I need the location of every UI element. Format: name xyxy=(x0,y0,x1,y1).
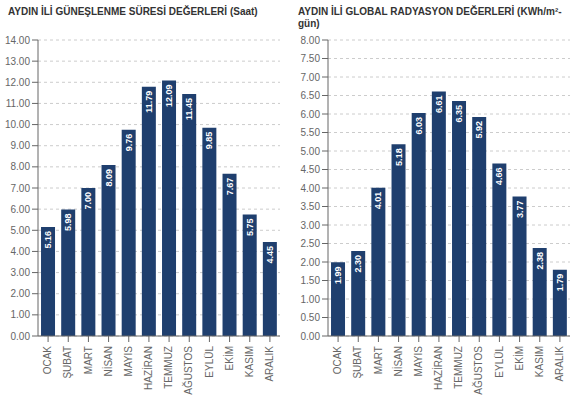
svg-text:6.00: 6.00 xyxy=(11,204,31,215)
svg-text:9.76: 9.76 xyxy=(124,134,134,152)
svg-text:5.00: 5.00 xyxy=(301,146,321,157)
svg-text:5.75: 5.75 xyxy=(245,218,255,236)
svg-text:AĞUSTOS: AĞUSTOS xyxy=(472,346,484,395)
svg-text:OCAK: OCAK xyxy=(42,346,53,375)
svg-text:TEMMUZ: TEMMUZ xyxy=(163,346,174,389)
svg-text:EKİM: EKİM xyxy=(223,346,235,370)
svg-text:4.01: 4.01 xyxy=(373,192,383,210)
svg-text:1.00: 1.00 xyxy=(11,309,31,320)
svg-text:3.50: 3.50 xyxy=(301,201,321,212)
svg-text:8.00: 8.00 xyxy=(11,161,31,172)
svg-text:4.45: 4.45 xyxy=(265,246,275,264)
svg-text:ŞUBAT: ŞUBAT xyxy=(352,346,363,379)
svg-text:4.50: 4.50 xyxy=(301,164,321,175)
svg-text:6.50: 6.50 xyxy=(301,90,321,101)
svg-text:2.30: 2.30 xyxy=(353,255,363,273)
svg-text:11.00: 11.00 xyxy=(8,98,30,109)
svg-text:1.99: 1.99 xyxy=(333,266,343,284)
svg-text:ARALIK: ARALIK xyxy=(264,346,275,382)
svg-text:1.50: 1.50 xyxy=(301,275,321,286)
svg-text:14.00: 14.00 xyxy=(8,35,30,46)
svg-text:2.00: 2.00 xyxy=(301,257,321,268)
svg-text:4.00: 4.00 xyxy=(301,183,321,194)
svg-text:HAZİRAN: HAZİRAN xyxy=(432,346,444,390)
svg-text:EYLÜL: EYLÜL xyxy=(494,346,505,378)
svg-text:2.50: 2.50 xyxy=(301,238,321,249)
svg-text:6.00: 6.00 xyxy=(301,109,321,120)
svg-text:8.00: 8.00 xyxy=(301,35,321,46)
svg-text:5.92: 5.92 xyxy=(474,121,484,139)
svg-text:3.00: 3.00 xyxy=(301,220,321,231)
svg-text:KASIM: KASIM xyxy=(244,346,255,377)
svg-text:2.00: 2.00 xyxy=(11,288,31,299)
svg-text:MART: MART xyxy=(373,346,384,374)
svg-text:2.38: 2.38 xyxy=(535,252,545,270)
svg-text:NİSAN: NİSAN xyxy=(392,346,404,377)
svg-text:HAZİRAN: HAZİRAN xyxy=(142,346,154,390)
svg-text:EKİM: EKİM xyxy=(513,346,525,370)
svg-text:OCAK: OCAK xyxy=(332,346,343,375)
svg-text:7.00: 7.00 xyxy=(301,72,321,83)
svg-text:9.85: 9.85 xyxy=(204,132,214,150)
html-text:AYDIN İLİ GLOBAL RADYASYON DEĞ: AYDIN İLİ GLOBAL RADYASYON DEĞERLERİ (KW… xyxy=(298,6,562,29)
svg-text:5.18: 5.18 xyxy=(394,148,404,166)
svg-text:6.03: 6.03 xyxy=(414,117,424,135)
svg-text:7.00: 7.00 xyxy=(11,183,31,194)
svg-text:8.09: 8.09 xyxy=(104,169,114,187)
svg-text:MAYIS: MAYIS xyxy=(123,346,134,377)
svg-text:MAYIS: MAYIS xyxy=(413,346,424,377)
svg-text:0.50: 0.50 xyxy=(301,312,321,323)
svg-text:EYLÜL: EYLÜL xyxy=(204,346,215,378)
svg-text:MART: MART xyxy=(83,346,94,374)
svg-text:NİSAN: NİSAN xyxy=(102,346,114,377)
svg-text:5.50: 5.50 xyxy=(301,127,321,138)
svg-text:12.09: 12.09 xyxy=(164,84,174,107)
svg-text:7.00: 7.00 xyxy=(83,192,93,210)
svg-text:5.00: 5.00 xyxy=(11,225,31,236)
svg-text:12.00: 12.00 xyxy=(8,77,30,88)
svg-text:0.00: 0.00 xyxy=(301,331,321,342)
html-text:AYDIN İLİ GÜNEŞLENME SÜRESİ DE: AYDIN İLİ GÜNEŞLENME SÜRESİ DEĞERLERİ (S… xyxy=(8,6,258,17)
svg-text:4.66: 4.66 xyxy=(494,168,504,186)
svg-text:KASIM: KASIM xyxy=(534,346,545,377)
svg-text:7.67: 7.67 xyxy=(225,178,235,196)
svg-text:TEMMUZ: TEMMUZ xyxy=(453,346,464,389)
svg-text:7.50: 7.50 xyxy=(301,53,321,64)
svg-text:AĞUSTOS: AĞUSTOS xyxy=(182,346,194,395)
svg-text:5.98: 5.98 xyxy=(63,214,73,232)
svg-text:3.00: 3.00 xyxy=(11,267,31,278)
svg-text:4.00: 4.00 xyxy=(11,246,31,257)
svg-text:1.00: 1.00 xyxy=(301,294,321,305)
svg-text:6.35: 6.35 xyxy=(454,105,464,123)
svg-text:3.77: 3.77 xyxy=(515,201,525,219)
svg-text:5.16: 5.16 xyxy=(43,231,53,249)
svg-text:11.45: 11.45 xyxy=(184,98,194,120)
svg-text:9.00: 9.00 xyxy=(11,140,31,151)
svg-text:13.00: 13.00 xyxy=(8,56,30,67)
svg-text:ARALIK: ARALIK xyxy=(554,346,565,382)
svg-text:6.61: 6.61 xyxy=(434,95,444,113)
svg-text:11.79: 11.79 xyxy=(144,91,154,113)
svg-text:1.79: 1.79 xyxy=(555,274,565,292)
svg-text:0.00: 0.00 xyxy=(11,331,31,342)
svg-text:10.00: 10.00 xyxy=(8,119,30,130)
svg-text:ŞUBAT: ŞUBAT xyxy=(62,346,73,379)
